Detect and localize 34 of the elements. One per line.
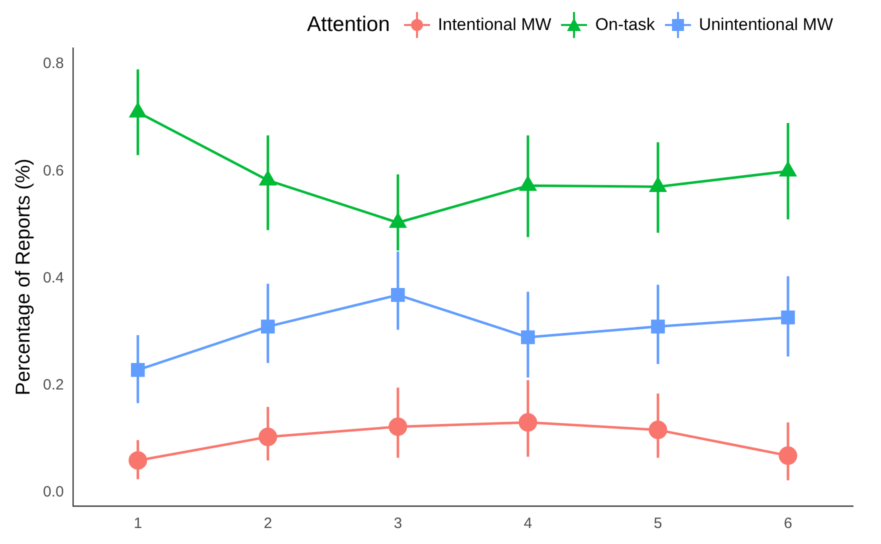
point: [521, 330, 535, 344]
y-tick-label: 0.8: [42, 55, 64, 72]
point: [388, 417, 408, 436]
point: [260, 171, 276, 186]
point: [650, 177, 666, 192]
x-tick-label: 6: [784, 515, 792, 532]
x-tick-label: 3: [394, 515, 402, 532]
x-tick-label: 5: [654, 515, 662, 532]
point: [130, 103, 146, 118]
point: [648, 420, 668, 440]
point: [258, 428, 278, 446]
legend-label: On-task: [595, 15, 655, 35]
point: [651, 320, 665, 334]
point: [260, 320, 275, 334]
point: [130, 363, 145, 377]
point: [391, 288, 405, 302]
y-tick-label: 0.6: [42, 162, 64, 180]
y-axis-title: Percentage of Reports (%): [12, 158, 35, 396]
point: [780, 162, 796, 176]
y-tick-label: 0.0: [42, 484, 64, 501]
x-tick-label: 2: [264, 515, 272, 532]
point: [390, 213, 406, 228]
point: [128, 451, 148, 470]
x-tick-label: 1: [134, 515, 142, 532]
point: [520, 176, 536, 191]
y-tick-label: 0.2: [42, 376, 64, 394]
legend-title: Attention: [307, 13, 390, 37]
point: [778, 446, 798, 465]
x-tick-label: 4: [524, 515, 532, 532]
point: [781, 310, 795, 324]
point: [518, 413, 538, 432]
legend-label: Unintentional MW: [698, 15, 833, 35]
y-tick-label: 0.4: [42, 269, 64, 286]
legend-label: Intentional MW: [438, 15, 552, 35]
